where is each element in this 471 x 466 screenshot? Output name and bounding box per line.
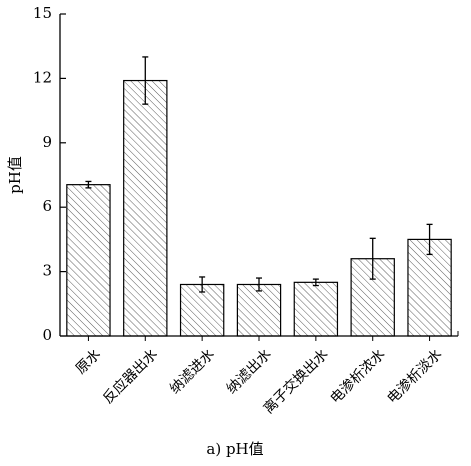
bar-2 [123,79,168,337]
chart-caption: a) pH值 [206,440,263,458]
y-tick-label-6: 6 [42,197,52,215]
x-tick-label-1: 原水 [73,346,104,377]
x-tick-label-7: 电渗析淡水 [384,346,445,407]
x-tick-label-4: 纳滤出水 [224,346,275,397]
y-tick-label-0: 0 [42,326,52,344]
y-tick-label-9: 9 [42,133,52,151]
x-tick-label-2: 反应器出水 [99,346,161,408]
bar-4 [236,283,282,337]
y-tick-label-12: 12 [33,68,52,86]
error-bar-1 [85,180,92,189]
x-tick-label-3: 纳滤进水 [167,346,218,397]
y-axis-label: pH值 [6,156,24,194]
axes [59,13,459,341]
x-tick-label-6: 电渗析浓水 [328,346,389,407]
error-bar-5 [312,278,319,287]
bar-1 [66,184,111,337]
y-tick-label-15: 15 [33,4,52,22]
error-bar-2 [142,56,149,105]
bars-layer [66,56,452,337]
error-bar-6 [369,237,376,280]
error-bar-4 [256,277,262,292]
bar-5 [293,281,339,337]
error-bar-3 [199,276,206,293]
y-tick-label-3: 3 [42,262,52,280]
error-bar-7 [426,223,433,256]
